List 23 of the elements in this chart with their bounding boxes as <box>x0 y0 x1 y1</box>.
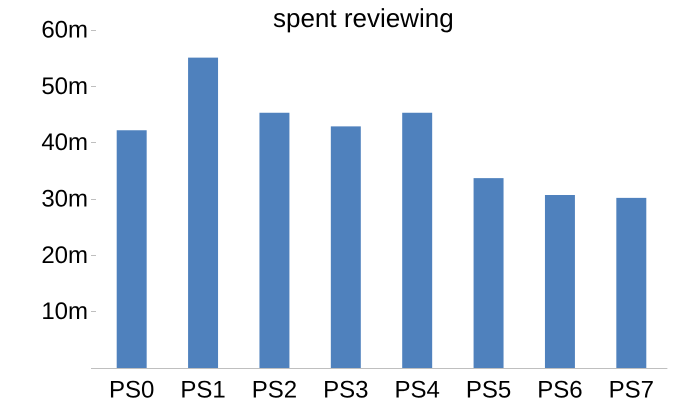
x-tick-label: PS0 <box>109 376 154 404</box>
bar <box>116 130 147 368</box>
x-tick-label: PS3 <box>323 376 368 404</box>
x-tick-label: PS7 <box>608 376 654 404</box>
bar <box>544 195 575 368</box>
bar <box>616 198 646 368</box>
bar <box>259 112 290 368</box>
y-tick-label: 30m <box>41 186 88 212</box>
y-tick-label: 60m <box>41 16 88 44</box>
y-tick-label: 20m <box>41 242 88 269</box>
y-tick-label: 10m <box>41 298 88 326</box>
x-tick-label: PS5 <box>466 376 512 404</box>
bar <box>330 126 361 368</box>
x-tick-label: PS2 <box>252 376 298 404</box>
x-tick-label: PS1 <box>180 376 226 404</box>
y-tick-label: 50m <box>41 72 88 100</box>
bar <box>188 58 218 368</box>
y-tick-label: 40m <box>41 129 88 156</box>
chart-title: spent reviewing <box>273 3 454 33</box>
bar <box>474 178 504 368</box>
x-tick-label: PS4 <box>394 376 440 404</box>
x-tick-label: PS6 <box>537 376 583 404</box>
bar <box>402 112 432 368</box>
